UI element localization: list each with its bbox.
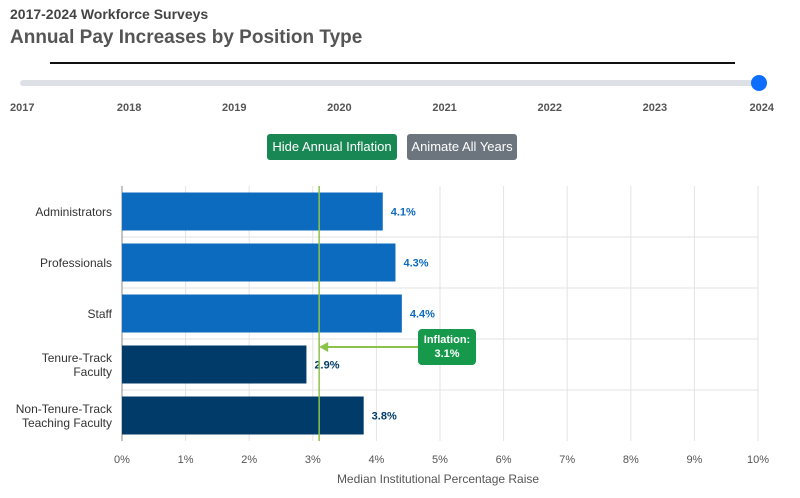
annotation-box [418, 329, 476, 365]
year-label: 2021 [432, 102, 456, 114]
year-label: 2024 [750, 102, 775, 114]
x-tick-label: 6% [496, 454, 512, 466]
bar [122, 345, 307, 384]
year-label: 2023 [643, 102, 667, 114]
slider-knob[interactable] [751, 75, 767, 91]
x-tick-label: 5% [432, 454, 448, 466]
x-tick-label: 7% [559, 454, 575, 466]
y-tick-label: Professionals [39, 255, 112, 270]
year-label: 2019 [222, 102, 246, 114]
year-label: 2022 [537, 102, 561, 114]
bar [122, 192, 383, 231]
x-tick-label: 0% [114, 454, 130, 466]
y-tick-label: Administrators [35, 204, 112, 219]
value-label: 2.9% [314, 359, 339, 371]
bar [122, 396, 364, 435]
x-tick-label: 9% [686, 454, 702, 466]
bar [122, 294, 402, 333]
x-tick-label: 2% [241, 454, 257, 466]
bar [122, 243, 396, 282]
x-tick-label: 1% [178, 454, 194, 466]
year-label: 2017 [10, 102, 34, 114]
title: Annual Pay Increases by Position Type [10, 27, 363, 48]
value-label: 4.1% [391, 206, 416, 218]
x-axis-title: Median Institutional Percentage Raise [337, 472, 539, 486]
x-tick-label: 10% [747, 454, 769, 466]
value-label: 3.8% [372, 410, 397, 422]
year-label: 2020 [327, 102, 351, 114]
value-label: 4.3% [403, 257, 428, 269]
annotation-label: Inflation: [424, 334, 470, 346]
kicker: 2017-2024 Workforce Surveys [10, 6, 209, 22]
slider-track[interactable] [20, 80, 760, 86]
y-tick-label: Tenure-Track Faculty [41, 350, 112, 379]
year-label: 2018 [117, 102, 141, 114]
arrow-head [319, 342, 329, 352]
y-tick-label: Non-Tenure-Track Teaching Faculty [15, 401, 112, 430]
button[interactable]: Animate All Years [407, 134, 517, 160]
x-tick-label: 8% [623, 454, 639, 466]
annotation-value: 3.1% [434, 348, 459, 360]
button[interactable]: Hide Annual Inflation [267, 134, 397, 160]
value-label: 4.4% [410, 308, 435, 320]
y-tick-label: Staff [87, 306, 112, 321]
x-tick-label: 4% [368, 454, 384, 466]
x-tick-label: 3% [305, 454, 321, 466]
